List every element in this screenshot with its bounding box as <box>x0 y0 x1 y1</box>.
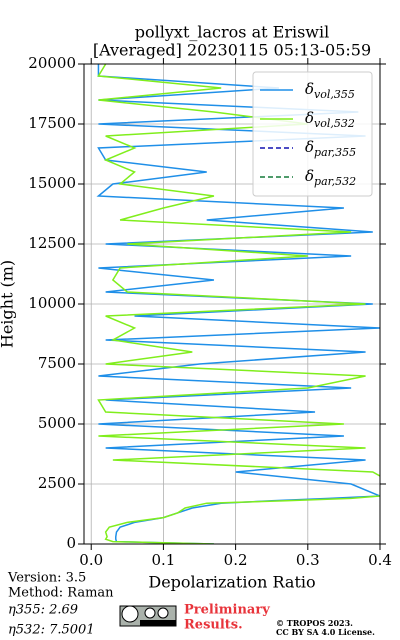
info-text: Method: Raman <box>8 586 114 601</box>
x-tick-label: 0.0 <box>79 551 103 569</box>
legend-label: δpar,532 <box>305 167 356 188</box>
legend-label: δvol,355 <box>305 80 355 101</box>
info-text: η532: 7.5001 <box>8 623 95 638</box>
y-tick-label: 5000 <box>38 414 76 432</box>
plot-frame <box>83 63 381 545</box>
y-tick-label: 0 <box>66 534 76 552</box>
preliminary-note: Preliminary <box>184 603 270 618</box>
info-text: Version: 3.5 <box>7 571 86 586</box>
profile-line <box>97 64 380 544</box>
y-tick-label: 17500 <box>28 114 76 132</box>
x-tick-label: 0.2 <box>224 551 248 569</box>
x-tick-label: 0.3 <box>296 551 320 569</box>
plot-area: 0.0 0.1 0.2 0.3 0.4 0 2500 5000 7500 10000 12500 15… <box>28 54 392 569</box>
legend-label: δvol,532 <box>305 109 355 130</box>
x-tick-label: 0.1 <box>151 551 175 569</box>
series-group <box>96 64 380 544</box>
preliminary-note: Results. <box>184 618 243 633</box>
y-tick-label: 10000 <box>28 294 76 312</box>
y-tick-label: 7500 <box>38 354 76 372</box>
y-tick-label: 15000 <box>28 174 76 192</box>
y-axis-label: Height (m) <box>0 260 17 348</box>
legend-box <box>252 71 373 197</box>
chart-subtitle: [Averaged] 20230115 05:13-05:59 <box>93 41 371 60</box>
legend-label: δpar,355 <box>305 138 356 159</box>
info-text: η355: 2.69 <box>8 603 78 618</box>
cc-logo <box>119 605 177 627</box>
legend: δvol,355 δvol,532 δpar,355 δpar,532 <box>252 71 373 197</box>
y-tick-label: 20000 <box>28 54 76 72</box>
y-tick-label: 2500 <box>38 474 76 492</box>
chart-title: pollyxt_lacros at Eriswil <box>135 23 329 42</box>
x-tick-label: 0.4 <box>368 551 392 569</box>
y-tick-label: 12500 <box>28 234 76 252</box>
copyright: CC BY SA 4.0 License. <box>276 627 375 637</box>
copyright: © TROPOS 2023. <box>276 618 353 628</box>
x-axis-label: Depolarization Ratio <box>148 573 315 592</box>
